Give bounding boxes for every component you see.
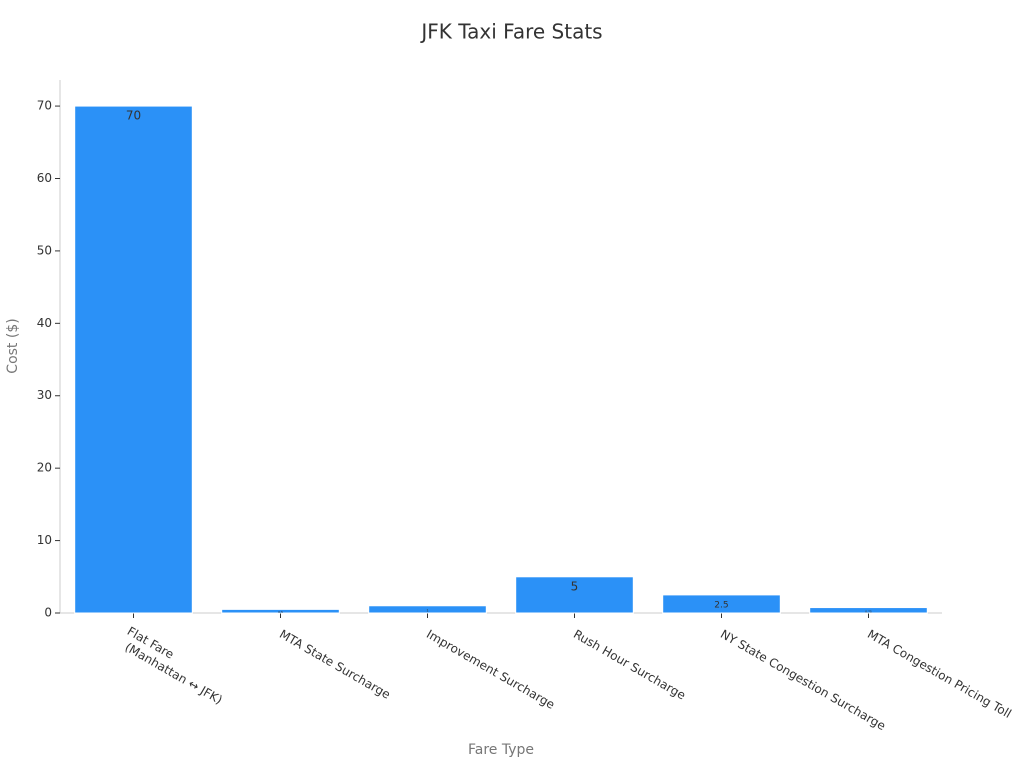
- y-axis-label: Cost ($): [5, 318, 21, 373]
- x-tick-label: Improvement Surcharge: [424, 627, 557, 712]
- chart-title: JFK Taxi Fare Stats: [419, 20, 602, 44]
- y-tick-label: 10: [37, 533, 52, 547]
- data-label: 2.5: [714, 600, 728, 610]
- data-label: 5: [571, 579, 579, 593]
- data-label: 1: [426, 608, 428, 612]
- data-label: 0.5: [278, 610, 283, 614]
- bar: [809, 607, 928, 614]
- y-tick-label: 20: [37, 461, 52, 475]
- y-tick-label: 40: [37, 316, 52, 330]
- y-tick-label: 60: [37, 171, 52, 185]
- bar: [74, 105, 193, 614]
- x-tick-label: NY State Congestion Surcharge: [718, 627, 888, 733]
- x-tick-label: MTA State Surcharge: [277, 627, 393, 702]
- bar: [662, 594, 781, 614]
- x-tick-label: Flat Fare(Manhattan ↔ JFK): [118, 624, 233, 707]
- data-label: 70: [126, 109, 141, 123]
- x-tick-label: MTA Congestion Pricing Toll: [865, 627, 1014, 721]
- y-tick-label: 70: [37, 99, 52, 113]
- bar: [221, 608, 340, 614]
- y-tick-label: 0: [44, 606, 52, 620]
- x-tick-label: Rush Hour Surcharge: [571, 627, 688, 703]
- bar: [515, 576, 634, 614]
- data-label: 0.75: [865, 609, 872, 613]
- x-axis-label: Fare Type: [468, 742, 534, 758]
- y-tick-label: 30: [37, 388, 52, 402]
- bar: [368, 605, 487, 614]
- y-tick-label: 50: [37, 243, 52, 257]
